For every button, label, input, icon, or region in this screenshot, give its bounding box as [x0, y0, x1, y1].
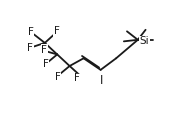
Text: F: F — [55, 72, 61, 82]
Text: F: F — [53, 26, 59, 36]
Text: F: F — [43, 59, 48, 69]
Text: Si: Si — [139, 36, 149, 46]
Text: F: F — [74, 73, 80, 83]
Text: F: F — [27, 43, 33, 53]
Text: I: I — [100, 74, 103, 87]
Text: F: F — [41, 45, 47, 55]
Text: F: F — [28, 27, 34, 37]
